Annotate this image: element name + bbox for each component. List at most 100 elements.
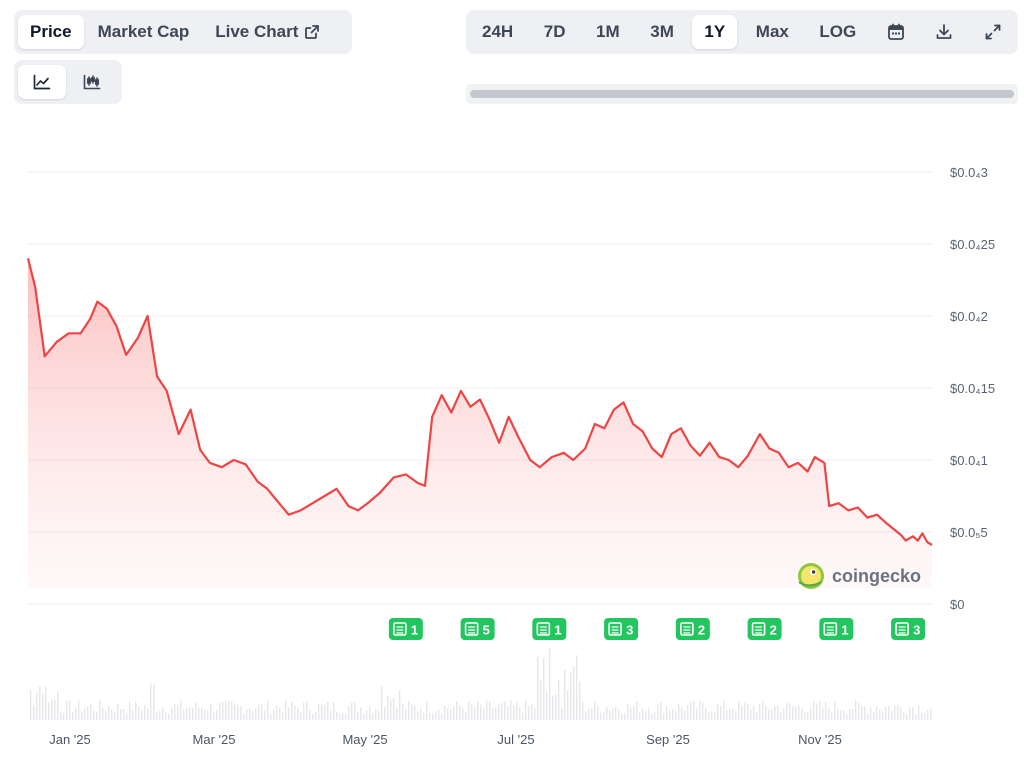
volume-bar bbox=[717, 703, 719, 720]
volume-bar bbox=[387, 695, 389, 720]
volume-bar bbox=[699, 700, 701, 720]
volume-bar bbox=[420, 708, 422, 720]
range-1m-button[interactable]: 1M bbox=[584, 15, 632, 49]
volume-bar bbox=[42, 693, 44, 720]
volume-bar bbox=[513, 705, 515, 720]
volume-bar bbox=[501, 702, 503, 720]
volume-bar bbox=[579, 681, 581, 720]
range-1y-button[interactable]: 1Y bbox=[692, 15, 738, 49]
volume-bar bbox=[306, 701, 308, 720]
volume-bar bbox=[768, 709, 770, 720]
volume-bar bbox=[534, 708, 536, 720]
volume-bar bbox=[111, 709, 113, 720]
tab-live-chart[interactable]: Live Chart bbox=[203, 15, 332, 49]
tab-price-label: Price bbox=[30, 22, 72, 41]
x-axis-labels: Jan '25 Mar '25 May '25 Jul '25 Sep '25 Nov '… bbox=[49, 732, 842, 747]
volume-bar bbox=[117, 703, 119, 720]
candlestick-chart-button[interactable] bbox=[68, 65, 116, 99]
volume-bar bbox=[216, 710, 218, 720]
fullscreen-button[interactable] bbox=[972, 15, 1014, 49]
news-marker[interactable]: 3 bbox=[891, 618, 926, 640]
volume-bar bbox=[360, 707, 362, 720]
volume-bar bbox=[636, 701, 638, 720]
volume-bar bbox=[684, 710, 686, 720]
volume-bar bbox=[255, 708, 257, 720]
volume-bar bbox=[345, 713, 347, 720]
volume-bar bbox=[375, 709, 377, 720]
volume-bar bbox=[39, 686, 41, 720]
line-chart-button[interactable] bbox=[18, 65, 66, 99]
news-marker[interactable]: 1 bbox=[532, 618, 567, 640]
tab-price[interactable]: Price bbox=[18, 15, 84, 49]
volume-bar bbox=[516, 702, 518, 720]
volume-bar bbox=[669, 710, 671, 720]
range-scrollbar[interactable] bbox=[466, 84, 1018, 104]
volume-bar bbox=[729, 709, 731, 720]
volume-bar bbox=[780, 712, 782, 720]
volume-bar bbox=[156, 712, 158, 720]
range-24h-button[interactable]: 24H bbox=[470, 15, 525, 49]
range-max-button[interactable]: Max bbox=[744, 15, 801, 49]
volume-bar bbox=[246, 709, 248, 720]
volume-bar bbox=[78, 700, 80, 720]
range-scrollbar-thumb[interactable] bbox=[470, 90, 1014, 98]
volume-bar bbox=[798, 705, 800, 720]
volume-bar bbox=[783, 708, 785, 720]
volume-bar bbox=[915, 713, 917, 720]
volume-bar bbox=[186, 707, 188, 720]
volume-bar bbox=[693, 700, 695, 720]
volume-bar bbox=[861, 705, 863, 720]
log-scale-button[interactable]: LOG bbox=[807, 15, 868, 49]
volume-bar bbox=[801, 708, 803, 720]
volume-bar bbox=[567, 690, 569, 720]
volume-bar bbox=[666, 706, 668, 720]
download-button[interactable] bbox=[923, 15, 965, 49]
volume-bar bbox=[318, 704, 320, 720]
volume-bar bbox=[108, 706, 110, 720]
volume-bar bbox=[714, 712, 716, 720]
volume-bar bbox=[324, 704, 326, 720]
fullscreen-icon bbox=[984, 23, 1002, 41]
volume-bar bbox=[126, 712, 128, 720]
volume-bar bbox=[30, 690, 32, 720]
candlestick-chart-icon bbox=[83, 74, 101, 90]
watermark-text: coingecko bbox=[832, 566, 921, 586]
volume-bar bbox=[573, 666, 575, 720]
volume-bar bbox=[72, 712, 74, 720]
newspaper-icon bbox=[680, 622, 694, 636]
calendar-button[interactable] bbox=[875, 15, 917, 49]
volume-bar bbox=[168, 713, 170, 720]
news-marker[interactable]: 2 bbox=[747, 618, 782, 640]
range-7d-button[interactable]: 7D bbox=[532, 15, 578, 49]
tab-market-cap[interactable]: Market Cap bbox=[86, 15, 202, 49]
news-marker[interactable]: 5 bbox=[460, 618, 495, 640]
volume-bar bbox=[531, 704, 533, 720]
news-marker[interactable]: 1 bbox=[388, 618, 423, 640]
volume-bar bbox=[681, 707, 683, 720]
volume-bar bbox=[747, 704, 749, 720]
volume-bar bbox=[888, 706, 890, 720]
volume-bar bbox=[210, 703, 212, 720]
volume-bar bbox=[240, 706, 242, 720]
volume-bar bbox=[828, 707, 830, 720]
news-marker[interactable]: 2 bbox=[675, 618, 710, 640]
volume-bar bbox=[357, 711, 359, 720]
x-tick-label: May '25 bbox=[342, 732, 387, 747]
newspaper-icon bbox=[895, 622, 909, 636]
volume-bar bbox=[426, 701, 428, 720]
volume-bar bbox=[507, 706, 509, 720]
volume-bar bbox=[660, 702, 662, 720]
volume-bar bbox=[561, 708, 563, 720]
volume-bar bbox=[93, 710, 95, 720]
volume-bar bbox=[555, 694, 557, 720]
volume-bar bbox=[741, 705, 743, 720]
volume-bar bbox=[543, 658, 545, 720]
volume-bar bbox=[201, 707, 203, 720]
volume-bar bbox=[603, 711, 605, 720]
volume-bar bbox=[639, 712, 641, 720]
news-marker[interactable]: 3 bbox=[604, 618, 639, 640]
news-marker[interactable]: 1 bbox=[819, 618, 854, 640]
volume-bar bbox=[597, 706, 599, 720]
range-3m-button[interactable]: 3M bbox=[638, 15, 686, 49]
volume-bar bbox=[273, 708, 275, 720]
